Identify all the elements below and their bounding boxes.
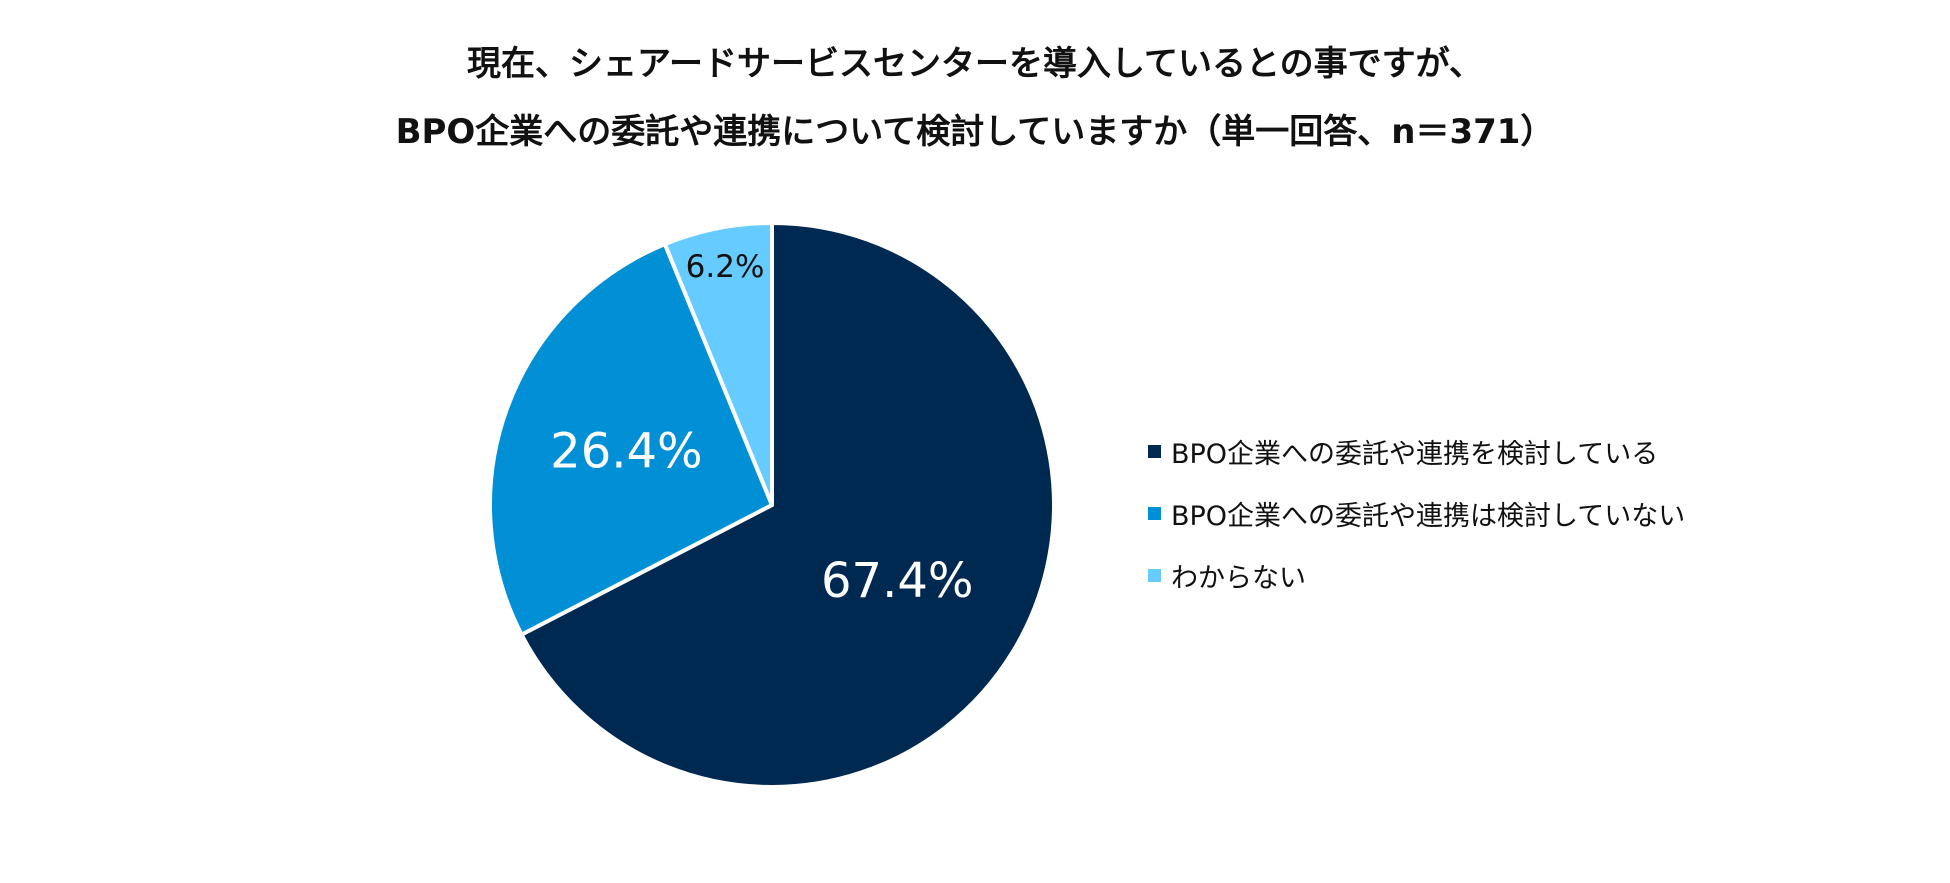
legend-item-unknown: わからない	[1148, 544, 1685, 606]
chart-title-line-2: BPO企業への委託や連携について検討していますか（単一回答、n＝371）	[395, 112, 1555, 152]
legend-swatch-unknown	[1148, 568, 1161, 582]
legend-item-not-consider: BPO企業への委託や連携は検討していない	[1148, 482, 1685, 544]
pie-slice-not-consider	[488, 242, 774, 637]
legend-label-unknown: わからない	[1171, 562, 1306, 594]
data-label-not-consider: 26.4%	[550, 424, 702, 480]
legend-swatch-not-consider	[1148, 506, 1161, 520]
legend: BPO企業への委託や連携を検討している BPO企業への委託や連携は検討していない…	[1148, 420, 1685, 606]
chart-title: 現在、シェアードサービスセンターを導入しているとの事ですが、 BPO企業への委託…	[0, 30, 1950, 166]
chart-title-line-1: 現在、シェアードサービスセンターを導入しているとの事ですが、	[467, 44, 1483, 84]
data-label-unknown: 6.2%	[686, 249, 765, 285]
legend-label-not-consider: BPO企業への委託や連携は検討していない	[1171, 500, 1686, 532]
data-label-consider: 67.4%	[821, 553, 973, 609]
legend-item-consider: BPO企業への委託や連携を検討している	[1148, 420, 1685, 482]
pie-slice-consider	[519, 221, 1056, 789]
pie-slice-unknown	[662, 221, 774, 507]
legend-label-consider: BPO企業への委託や連携を検討している	[1171, 438, 1659, 470]
legend-swatch-consider	[1148, 444, 1161, 458]
